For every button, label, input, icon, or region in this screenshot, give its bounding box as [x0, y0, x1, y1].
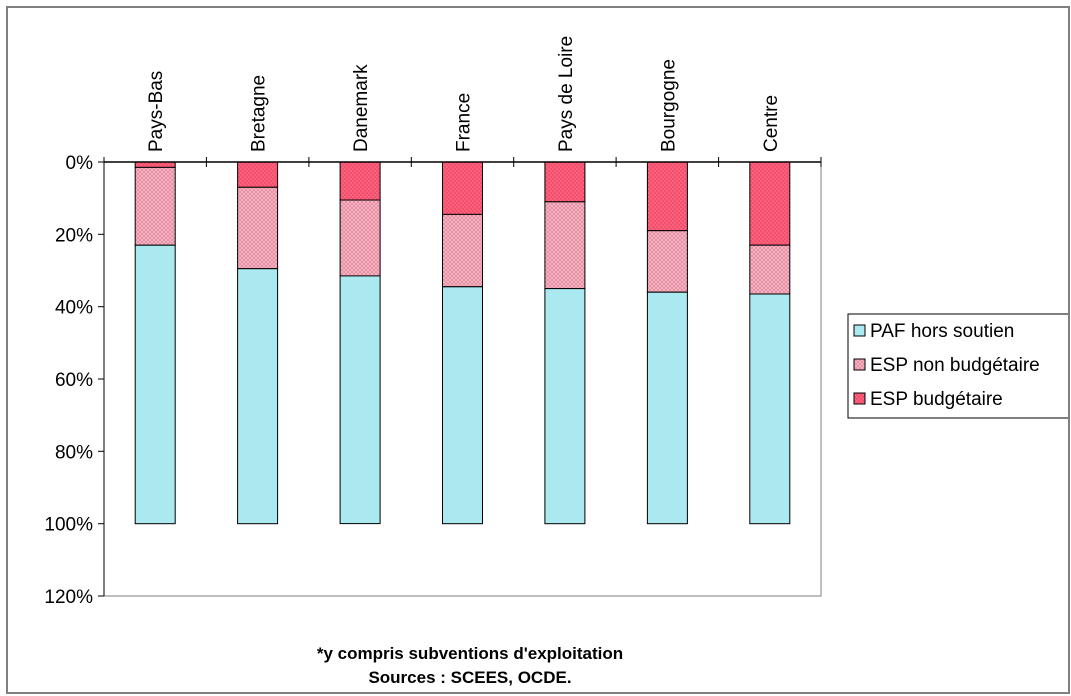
- bar-paf-hors-soutien-danemark: [339, 275, 381, 525]
- bar-paf-hors-soutien-pays-bas: [134, 244, 176, 525]
- legend-label-esp-budgetaire: ESP budgétaire: [870, 389, 1003, 410]
- bar-esp-non-budgetaire-france: [442, 213, 483, 288]
- sources-note: Sources : SCEES, OCDE.: [368, 668, 571, 687]
- bar-esp-non-budgetaire-pays-de-loire: [544, 201, 586, 290]
- y-tick-label-20: 20%: [55, 225, 93, 246]
- x-tick-label-bourgogne: Bourgogne: [658, 59, 679, 152]
- bar-esp-non-budgetaire-pays-bas: [134, 166, 176, 246]
- y-tick-label-100: 100%: [44, 515, 93, 536]
- bar-esp-non-budgetaire-danemark: [339, 199, 381, 277]
- chart-svg: Pays-Bas Bretagne Danemark France Pays de Lo…: [44, 36, 1068, 687]
- bar-esp-budgetaire-pays-de-loire: [544, 161, 586, 203]
- chart-frame: Pays-Bas Bretagne Danemark France Pays de Lo…: [6, 6, 1070, 694]
- bar-esp-budgetaire-danemark: [339, 161, 381, 201]
- x-tick-label-centre: Centre: [761, 95, 782, 152]
- y-tick-label-120: 120%: [44, 587, 93, 608]
- x-tick-label-france: France: [454, 93, 475, 152]
- x-tick-label-pays-bas: Pays-Bas: [146, 71, 167, 152]
- bar-paf-hors-soutien-bourgogne: [646, 291, 688, 525]
- legend-box: [847, 313, 1068, 419]
- footnote: *y compris subventions d'exploitation: [317, 644, 623, 663]
- bar-esp-budgetaire-bretagne: [237, 161, 279, 188]
- bar-paf-hors-soutien-france: [442, 286, 483, 525]
- y-tick-label-40: 40%: [55, 298, 93, 319]
- bar-paf-hors-soutien-bretagne: [237, 268, 279, 525]
- x-tick-label-pays-de-loire: Pays de Loire: [556, 36, 577, 152]
- bar-esp-budgetaire-pays-bas: [134, 161, 176, 168]
- y-tick-label-80: 80%: [55, 442, 93, 463]
- bar-esp-budgetaire-centre: [749, 161, 791, 246]
- y-tick-label-0: 0%: [66, 153, 94, 174]
- y-tick-label-60: 60%: [55, 370, 93, 391]
- x-tick-label-danemark: Danemark: [351, 64, 372, 152]
- bar-paf-hors-soutien-pays-de-loire: [544, 288, 586, 525]
- legend-swatch-paf-hors-soutien: [853, 324, 866, 337]
- bar-esp-budgetaire-france: [442, 161, 483, 215]
- bar-paf-hors-soutien-centre: [749, 293, 791, 525]
- bar-esp-non-budgetaire-bretagne: [237, 186, 279, 270]
- bar-esp-non-budgetaire-centre: [749, 244, 791, 295]
- bar-esp-budgetaire-bourgogne: [646, 161, 688, 232]
- x-tick-label-bretagne: Bretagne: [249, 75, 270, 152]
- legend-swatch-esp-non-budgetaire: [853, 358, 866, 371]
- legend-label-paf-hors-soutien: PAF hors soutien: [870, 321, 1014, 342]
- legend: PAF hors soutien ESP non budgétaire ESP bu…: [847, 313, 1068, 419]
- legend-label-esp-non-budgetaire: ESP non budgétaire: [870, 355, 1040, 376]
- legend-swatch-esp-budgetaire: [853, 392, 866, 405]
- bar-esp-non-budgetaire-bourgogne: [646, 230, 688, 293]
